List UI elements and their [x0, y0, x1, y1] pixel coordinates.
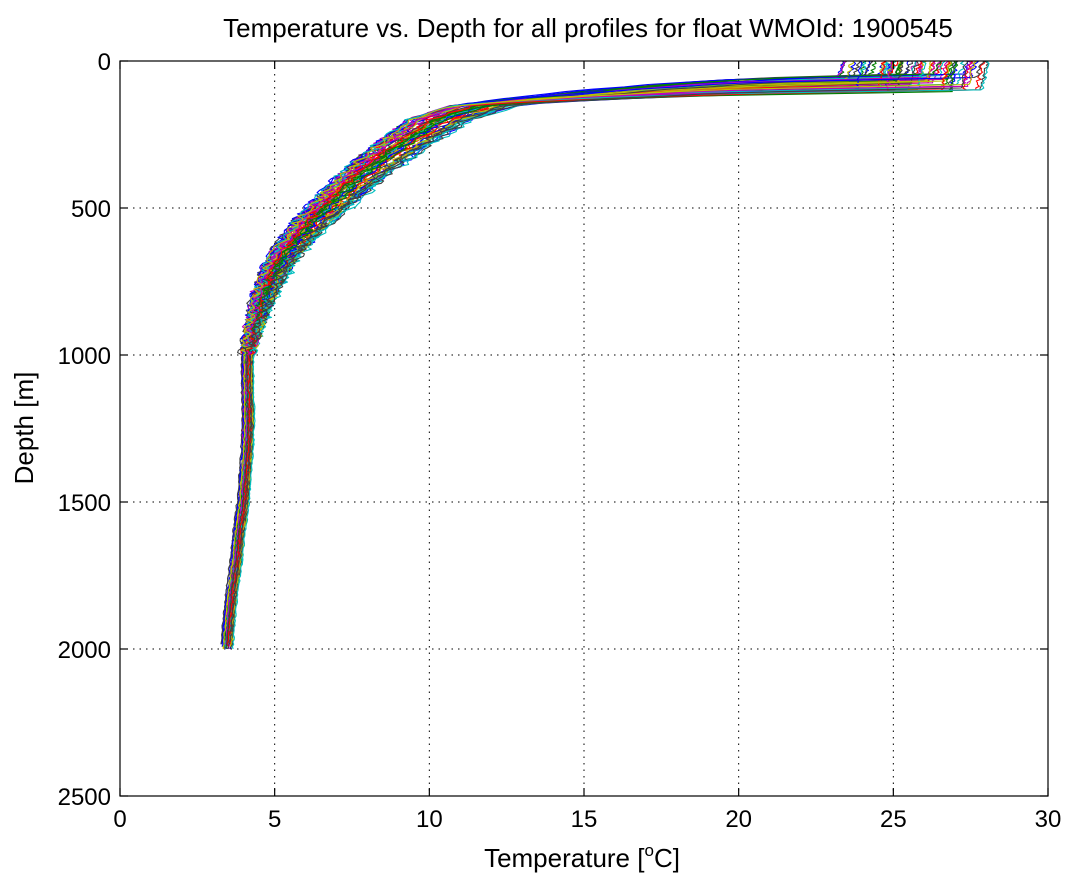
y-tick-label: 1500: [58, 490, 111, 517]
x-tick-label: 5: [268, 806, 281, 833]
y-tick-labels: 0 500 1000 1500 2000 2500: [58, 49, 111, 811]
x-axis-label: Temperature [oC]: [484, 841, 680, 873]
profile-lines: [220, 60, 990, 650]
axis-ticks: [119, 60, 1049, 797]
grid-lines: [120, 61, 1048, 796]
y-tick-label: 2000: [58, 637, 111, 664]
chart-title: Temperature vs. Depth for all profiles f…: [223, 13, 953, 43]
x-tick-labels: 0 5 10 15 20 25 30: [113, 806, 1061, 833]
x-tick-label: 30: [1035, 806, 1062, 833]
y-tick-label: 0: [98, 49, 111, 76]
x-tick-label: 0: [113, 806, 126, 833]
x-axis-label-unit: C]: [654, 843, 680, 873]
y-tick-label: 1000: [58, 343, 111, 370]
x-tick-label: 10: [416, 806, 443, 833]
x-tick-label: 15: [571, 806, 598, 833]
profile-line: [222, 60, 977, 650]
x-tick-label: 20: [725, 806, 752, 833]
y-tick-label: 2500: [58, 784, 111, 811]
y-tick-label: 500: [71, 196, 111, 223]
x-axis-label-main: Temperature [: [484, 843, 645, 873]
profile-line: [227, 60, 951, 647]
y-axis-label: Depth [m]: [9, 372, 39, 485]
x-tick-label: 25: [880, 806, 907, 833]
x-axis-label-superscript: o: [644, 841, 653, 860]
profile-line: [226, 60, 969, 650]
